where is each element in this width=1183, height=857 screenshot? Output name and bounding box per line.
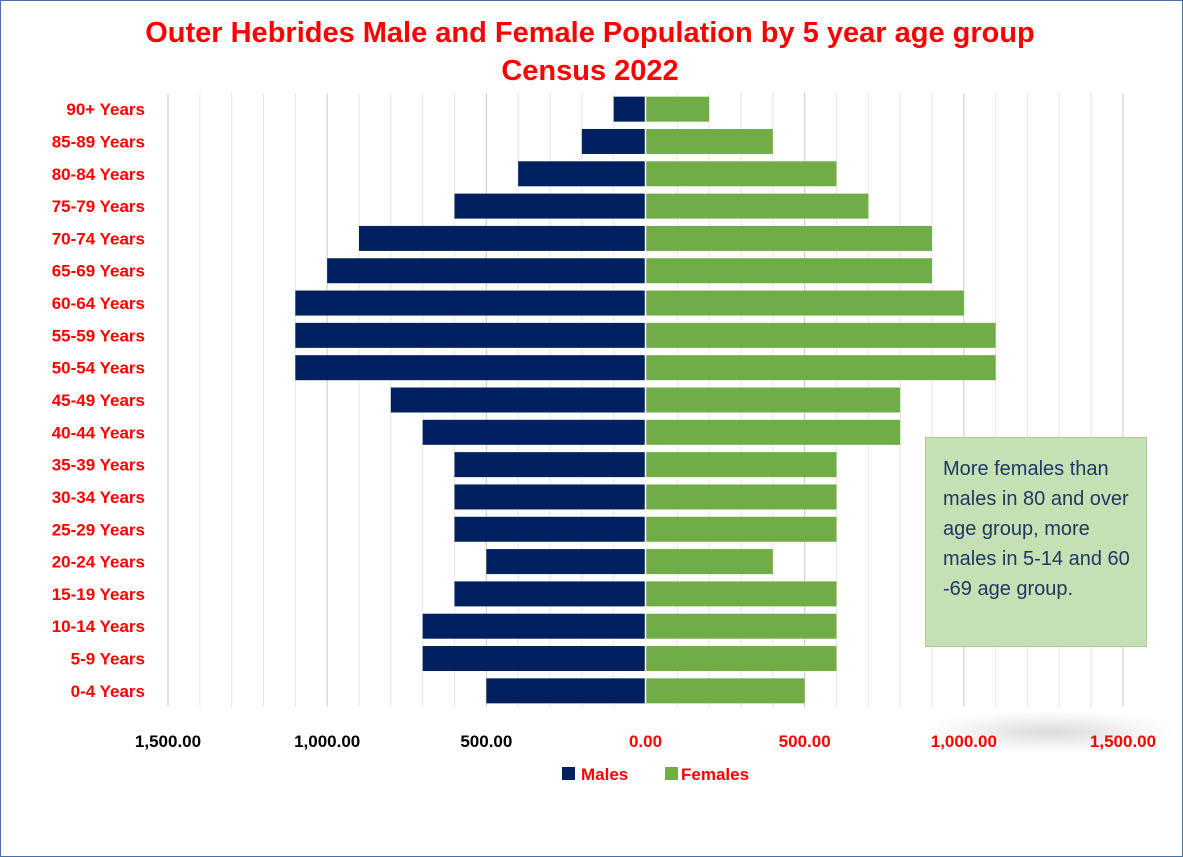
male-bar <box>422 419 646 445</box>
female-bar <box>645 549 773 575</box>
male-bar <box>518 161 646 187</box>
legend-label-females: Females <box>681 765 749 784</box>
category-label: 45-49 Years <box>52 391 145 410</box>
category-label: 25-29 Years <box>52 520 145 539</box>
x-tick-label: 1,000.00 <box>294 732 360 751</box>
male-bar <box>486 549 646 575</box>
category-label: 60-64 Years <box>52 294 145 313</box>
legend-swatch-females <box>665 767 678 780</box>
female-bar <box>645 646 837 672</box>
tick-label-shadow <box>930 712 1170 752</box>
category-label: 50-54 Years <box>52 359 145 378</box>
female-bar <box>645 322 996 348</box>
male-bar <box>359 225 646 251</box>
male-bar <box>486 678 646 704</box>
male-bar <box>454 484 646 510</box>
male-bar <box>327 258 646 284</box>
x-tick-label: 1,500.00 <box>1090 732 1156 751</box>
category-label: 0-4 Years <box>71 682 145 701</box>
female-bar <box>645 193 869 219</box>
category-label: 65-69 Years <box>52 262 145 281</box>
x-tick-label: 0.00 <box>629 732 662 751</box>
category-label: 20-24 Years <box>52 553 145 572</box>
female-bar <box>645 96 710 122</box>
annotation-box: More females than males in 80 and over a… <box>925 437 1147 647</box>
female-bar <box>645 581 837 607</box>
category-label: 40-44 Years <box>52 423 145 442</box>
category-label: 70-74 Years <box>52 229 145 248</box>
female-bar <box>645 452 837 478</box>
category-label: 55-59 Years <box>52 326 145 345</box>
female-bar <box>645 161 837 187</box>
category-label: 10-14 Years <box>52 617 145 636</box>
male-bar <box>613 96 646 122</box>
female-bar <box>645 387 901 413</box>
male-bar <box>454 452 646 478</box>
category-label: 85-89 Years <box>52 132 145 151</box>
female-bar <box>645 225 932 251</box>
female-bar <box>645 678 805 704</box>
x-tick-label: 500.00 <box>779 732 831 751</box>
male-bar <box>581 128 646 154</box>
male-bar <box>390 387 646 413</box>
male-bar <box>422 646 646 672</box>
x-tick-label: 1,000.00 <box>931 732 997 751</box>
male-bar <box>295 322 646 348</box>
male-bar <box>454 516 646 542</box>
legend-swatch-males <box>562 767 575 780</box>
category-label: 80-84 Years <box>52 165 145 184</box>
x-tick-label: 1,500.00 <box>135 732 201 751</box>
female-bar <box>645 613 837 639</box>
female-bar <box>645 290 964 316</box>
legend-label-males: Males <box>581 765 628 784</box>
x-tick-label: 500.00 <box>460 732 512 751</box>
female-bar <box>645 484 837 510</box>
chart-title: Outer Hebrides Male and Female Populatio… <box>145 17 1035 87</box>
female-bar <box>645 355 996 381</box>
female-bar <box>645 258 932 284</box>
category-label: 5-9 Years <box>71 650 145 669</box>
male-bar <box>422 613 646 639</box>
male-bar <box>454 581 646 607</box>
male-bar <box>295 290 646 316</box>
female-bar <box>645 419 901 445</box>
category-label: 15-19 Years <box>52 585 145 604</box>
category-label: 75-79 Years <box>52 197 145 216</box>
category-label: 30-34 Years <box>52 488 145 507</box>
female-bar <box>645 128 773 154</box>
category-label: 35-39 Years <box>52 456 145 475</box>
category-label: 90+ Years <box>66 100 145 119</box>
female-bar <box>645 516 837 542</box>
male-bar <box>295 355 646 381</box>
male-bar <box>454 193 646 219</box>
